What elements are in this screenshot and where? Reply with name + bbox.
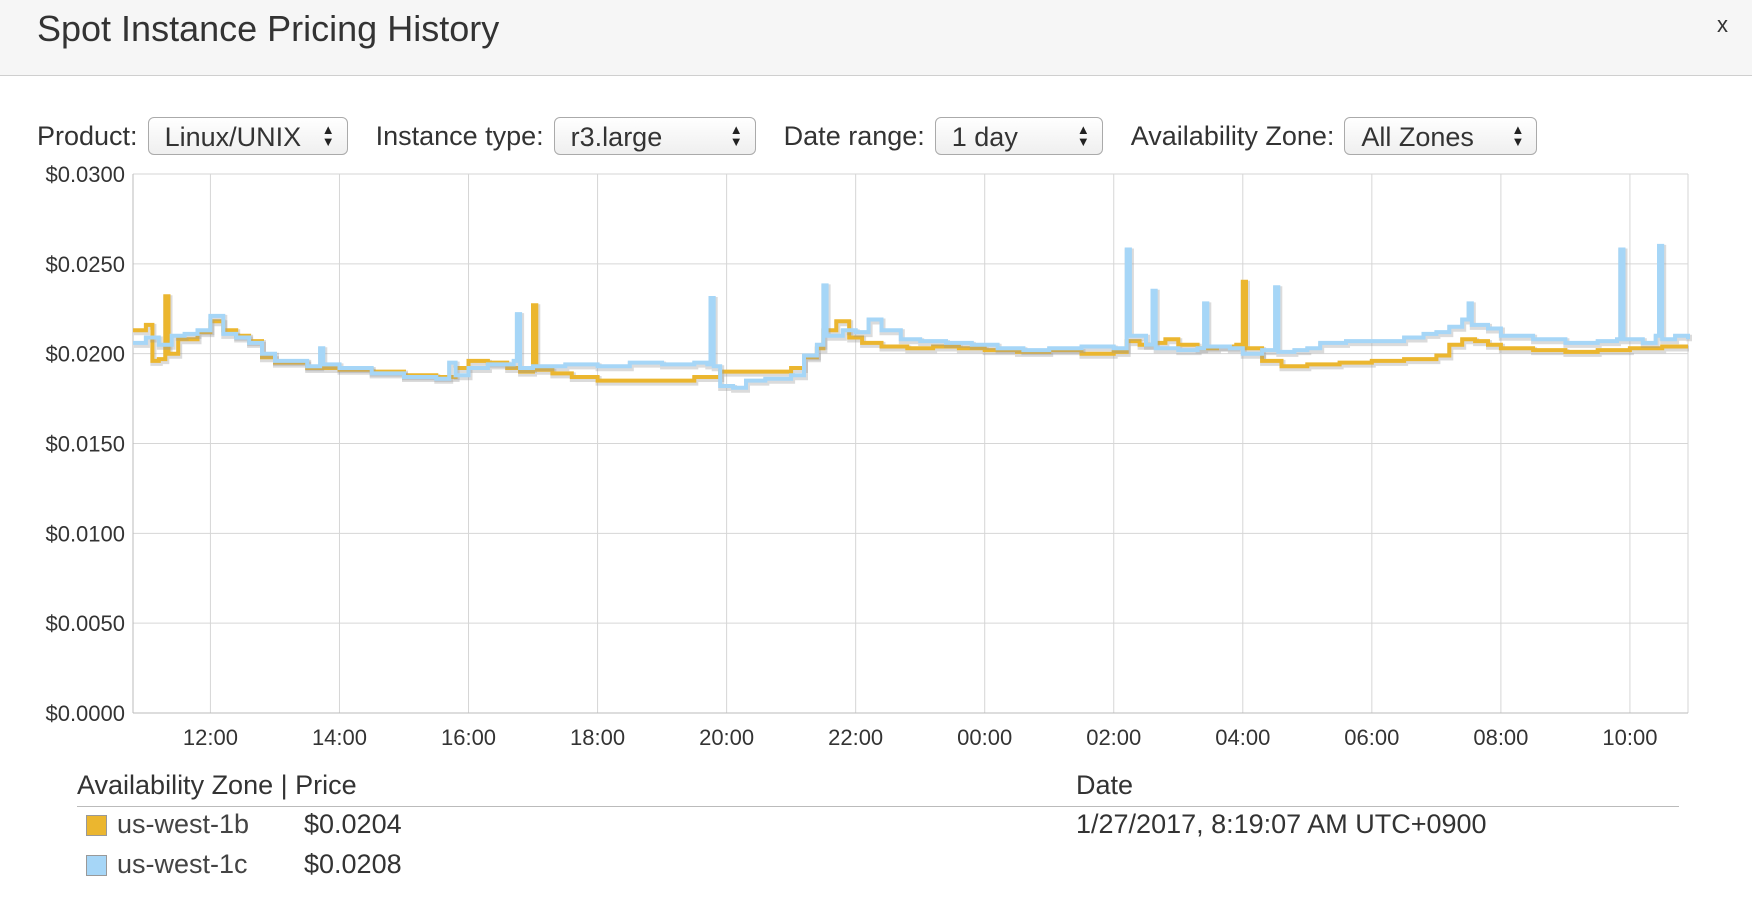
instance-type-select-value: r3.large	[570, 122, 663, 152]
date-range-label: Date range:	[783, 120, 925, 151]
date-range-select-value: 1 day	[951, 122, 1018, 152]
legend-row-us-west-1c: us-west-1c $0.0208	[77, 847, 1679, 887]
instance-type-label: Instance type:	[375, 120, 544, 151]
x-tick-label: 02:00	[1086, 725, 1141, 750]
x-tick-label: 10:00	[1602, 725, 1657, 750]
select-arrows-icon: ▲ ▼	[729, 122, 743, 149]
select-arrows-icon: ▲ ▼	[1511, 122, 1525, 149]
legend-zone: us-west-1c	[117, 849, 248, 879]
y-tick-label: $0.0150	[45, 432, 125, 457]
x-tick-label: 22:00	[828, 725, 883, 750]
pricing-history-chart: $0.0000 $0.0050 $0.0100 $0.0150 $0.0200 $0.02…	[45, 162, 1692, 750]
legend-swatch	[86, 855, 107, 876]
y-tick-label: $0.0000	[45, 701, 125, 726]
availability-zone-select-value: All Zones	[1361, 122, 1474, 152]
legend-date: 1/27/2017, 8:19:07 AM UTC+0900	[1076, 809, 1487, 839]
filter-controls: Product: Linux/UNIX ▲ ▼ Instance type: r3…	[37, 115, 1565, 157]
select-arrows-icon: ▲ ▼	[1076, 122, 1090, 149]
x-tick-label: 04:00	[1215, 725, 1270, 750]
x-tick-label: 18:00	[570, 725, 625, 750]
select-arrows-icon: ▲ ▼	[321, 122, 335, 149]
x-tick-label: 06:00	[1344, 725, 1399, 750]
y-tick-label: $0.0200	[45, 342, 125, 367]
x-tick-label: 12:00	[183, 725, 238, 750]
product-select-value: Linux/UNIX	[164, 122, 302, 152]
availability-zone-select[interactable]: All Zones ▲ ▼	[1344, 117, 1538, 155]
x-tick-label: 16:00	[441, 725, 496, 750]
dialog-title: Spot Instance Pricing History	[37, 8, 500, 49]
x-tick-label: 20:00	[699, 725, 754, 750]
legend-price: $0.0208	[304, 849, 402, 879]
y-tick-label: $0.0300	[45, 162, 125, 187]
y-tick-label: $0.0100	[45, 521, 125, 546]
price-legend: Availability Zone | Price Date us-west-1…	[77, 770, 1679, 887]
x-tick-label: 14:00	[312, 725, 367, 750]
legend-header-zone-price: Availability Zone | Price	[77, 770, 357, 800]
legend-row-us-west-1b: us-west-1b $0.0204 1/27/2017, 8:19:07 AM…	[77, 807, 1679, 847]
instance-type-select[interactable]: r3.large ▲ ▼	[553, 117, 756, 155]
availability-zone-label: Availability Zone:	[1130, 120, 1335, 151]
series-line-us-west-1c	[133, 243, 1690, 390]
x-tick-label: 08:00	[1473, 725, 1528, 750]
legend-swatch	[86, 815, 107, 836]
y-tick-label: $0.0250	[45, 252, 125, 277]
close-button[interactable]: x	[1717, 12, 1728, 37]
product-label: Product:	[37, 120, 138, 151]
date-range-select[interactable]: 1 day ▲ ▼	[934, 117, 1103, 155]
y-tick-label: $0.0050	[45, 611, 125, 636]
legend-zone: us-west-1b	[117, 809, 250, 839]
legend-header-date: Date	[1076, 770, 1134, 800]
legend-price: $0.0204	[304, 809, 402, 839]
dialog-header: Spot Instance Pricing History x	[0, 0, 1752, 76]
x-tick-label: 00:00	[957, 725, 1012, 750]
product-select[interactable]: Linux/UNIX ▲ ▼	[147, 117, 348, 155]
legend-header: Availability Zone | Price Date	[77, 770, 1679, 807]
